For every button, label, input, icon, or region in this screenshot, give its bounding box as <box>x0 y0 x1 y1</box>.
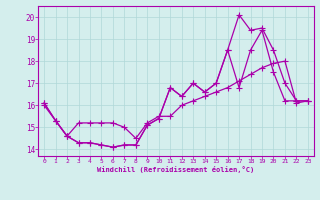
X-axis label: Windchill (Refroidissement éolien,°C): Windchill (Refroidissement éolien,°C) <box>97 166 255 173</box>
